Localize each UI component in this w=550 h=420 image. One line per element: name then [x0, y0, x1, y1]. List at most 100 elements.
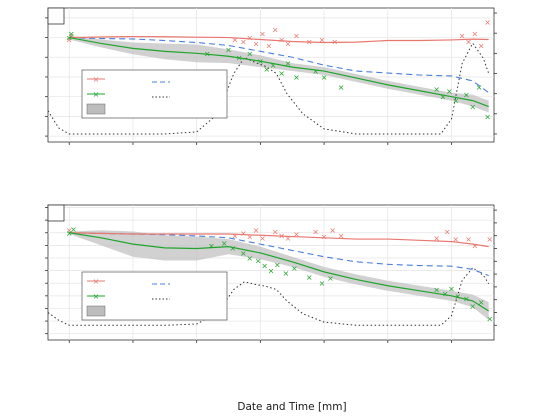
series-y-point: ×: [463, 91, 470, 100]
series-y-point: ×: [66, 229, 73, 238]
series-y-point: ×: [448, 284, 455, 293]
series-x-point: ×: [293, 230, 300, 239]
series-y-point: ×: [306, 273, 313, 282]
series-x-point: ×: [444, 227, 451, 236]
series-x-point: ×: [246, 34, 253, 43]
series-y-point: ×: [240, 249, 247, 258]
series-y-point: ×: [255, 257, 262, 266]
series-x-point: ×: [278, 36, 285, 45]
legend-box: [81, 69, 228, 119]
series-y-point: ×: [274, 260, 281, 269]
series-x-point: ×: [272, 26, 279, 35]
series-y-point: ×: [312, 67, 319, 76]
legend-band-swatch: [86, 305, 106, 317]
series-y-point: ×: [285, 59, 292, 68]
series-y-point: ×: [327, 274, 334, 283]
series-x-point: ×: [478, 41, 485, 50]
legend-box: [81, 271, 228, 321]
series-x-point: ×: [285, 234, 292, 243]
series-x-point: ×: [484, 18, 491, 27]
panel-a: ×× × × ×××××× ××× × ××××××××× ×× ××× ××××××× ×××××…: [45, 7, 497, 145]
series-y-point: ×: [442, 289, 449, 298]
series-x-point: ×: [246, 233, 253, 242]
series-x-point: ×: [452, 235, 459, 244]
series-y-line: [69, 36, 489, 108]
series-y-point: ×: [221, 239, 228, 248]
series-x-point: ×: [68, 32, 75, 41]
series-y-point: ×: [263, 65, 270, 74]
series-y-point: ×: [283, 269, 290, 278]
series-gr-line: [47, 267, 490, 326]
series-x-point: ×: [338, 231, 345, 240]
series-x-line: [69, 232, 489, 248]
series-x-point: ×: [240, 38, 247, 47]
series-y-point: ×: [225, 45, 232, 54]
series-y-point: ×: [257, 57, 264, 66]
series-x-point: ×: [66, 226, 73, 235]
series-y-point: ×: [293, 73, 300, 82]
series-x-point: ×: [232, 231, 239, 240]
series-y-point: ×: [440, 93, 447, 102]
series-y-point: ×: [66, 34, 73, 43]
series-x-point: ×: [293, 32, 300, 41]
series-y-point: ×: [476, 83, 483, 92]
series-y-point: ×: [229, 244, 236, 253]
series-x-point: ×: [459, 32, 466, 41]
series-x-point: ×: [331, 38, 338, 47]
series-y-point: ×: [204, 49, 211, 58]
series-y-point: ×: [278, 69, 285, 78]
series-y-point: ×: [270, 61, 277, 70]
series-y-point: ×: [268, 267, 275, 276]
series-x-point: ×: [486, 235, 493, 244]
legend-y-marker: ×: [93, 292, 100, 301]
panel-letter-box: [47, 7, 65, 25]
series-x-point: ×: [319, 36, 326, 45]
series-y-point: ×: [484, 112, 491, 121]
series-y-point: ×: [478, 298, 485, 307]
series-y-point: ×: [70, 225, 77, 234]
series-x-point: ×: [472, 241, 479, 250]
panel-letter-box: [47, 204, 65, 222]
series-y-point: ×: [68, 30, 75, 39]
series-x-point: ×: [433, 234, 440, 243]
series-y-point: ×: [319, 279, 326, 288]
confidence-band: [69, 35, 489, 113]
confidence-band: [69, 230, 489, 320]
series-y-point: ×: [446, 87, 453, 96]
series-y-line: [69, 232, 490, 312]
series-x-point: ×: [240, 229, 247, 238]
series-y-point: ×: [236, 53, 243, 62]
series-y-point: ×: [246, 254, 253, 263]
series-x-point: ×: [278, 231, 285, 240]
series-y-point: ×: [433, 85, 440, 94]
series-y-point: ×: [321, 73, 328, 82]
series-y-point: ×: [291, 264, 298, 273]
series-y-point: ×: [486, 315, 493, 324]
series-y-point: ×: [261, 262, 268, 271]
series-x-line: [69, 35, 489, 44]
series-y-point: ×: [246, 49, 253, 58]
series-x-point: ×: [266, 41, 273, 50]
legend: ××: [81, 69, 228, 119]
series-x-point: ×: [259, 30, 266, 39]
series-x-point: ×: [321, 233, 328, 242]
series-x-point: ×: [253, 226, 260, 235]
series-y-point: ×: [463, 294, 470, 303]
series-y-point: ×: [469, 302, 476, 311]
panel-b: ×× × ×××× × × × ×××× ××× ×××××× ×××× ×××××××××× ×××…: [45, 204, 497, 343]
legend: ××: [81, 271, 228, 321]
series-x-point: ×: [232, 36, 239, 45]
series-x-point: ×: [259, 234, 266, 243]
series-x-point: ×: [465, 38, 472, 47]
series-gr-line: [47, 42, 490, 135]
series-x-point: ×: [472, 30, 479, 39]
series-z-line: [69, 37, 490, 94]
series-x-point: ×: [312, 227, 319, 236]
series-x-point: ×: [66, 36, 73, 45]
series-x-point: ×: [306, 38, 313, 47]
series-x-point: ×: [465, 235, 472, 244]
series-x-point: ×: [329, 226, 336, 235]
series-x-point: ×: [272, 227, 279, 236]
legend-x-marker: ×: [93, 277, 100, 286]
